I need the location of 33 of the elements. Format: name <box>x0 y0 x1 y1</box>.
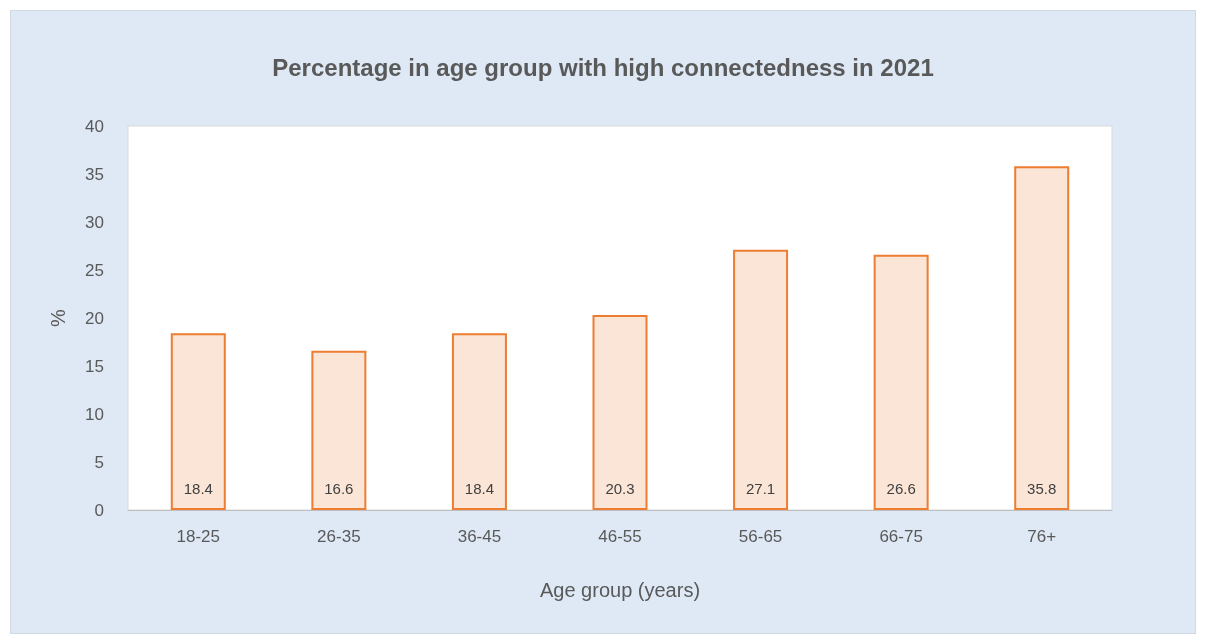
y-tick-label: 25 <box>85 260 104 280</box>
x-axis-title: Age group (years) <box>539 579 701 601</box>
y-tick-label: 40 <box>85 116 104 136</box>
bar <box>311 350 367 510</box>
data-label: 35.8 <box>1027 480 1057 497</box>
y-tick-label: 30 <box>85 212 104 232</box>
y-tick-label: 0 <box>94 500 104 520</box>
data-label: 18.4 <box>464 480 495 497</box>
x-tick-label: 56-65 <box>738 527 783 546</box>
data-label: 26.6 <box>886 480 916 497</box>
y-tick-label: 10 <box>85 404 104 424</box>
bar <box>592 315 648 510</box>
data-label: 20.3 <box>605 480 635 497</box>
bar <box>733 249 789 510</box>
y-tick-label: 20 <box>85 308 104 328</box>
y-tick-label: 35 <box>85 164 104 184</box>
x-tick-label: 66-75 <box>879 527 923 546</box>
x-tick-label: 26-35 <box>317 527 361 546</box>
chart-title: Percentage in age group with high connectedness in 2021 <box>272 53 934 81</box>
y-tick-label: 5 <box>94 452 104 472</box>
x-tick-label: 36-45 <box>457 527 502 546</box>
data-label: 27.1 <box>745 480 776 497</box>
bar <box>170 333 226 510</box>
data-label: 16.6 <box>324 480 354 497</box>
bar <box>873 254 929 510</box>
x-tick-label: 76+ <box>1027 527 1057 546</box>
x-tick-label: 18-25 <box>176 527 221 546</box>
data-label: 18.4 <box>183 480 213 497</box>
y-axis-title: % <box>47 308 69 327</box>
y-tick-label: 15 <box>85 356 104 376</box>
x-tick-label: 46-55 <box>598 527 642 546</box>
bar <box>451 333 507 510</box>
bar <box>1014 166 1070 510</box>
